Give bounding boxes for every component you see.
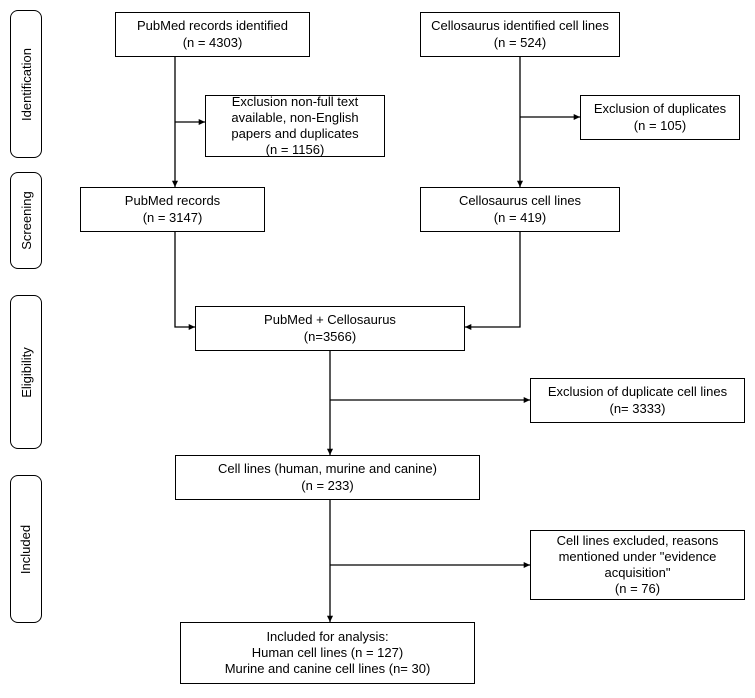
flow-node-line: Human cell lines (n = 127) (252, 645, 403, 661)
stage-label-screening: Screening (10, 172, 42, 269)
flow-node-included-final: Included for analysis:Human cell lines (… (180, 622, 475, 684)
flow-node-cell-lines-hmc: Cell lines (human, murine and canine)(n … (175, 455, 480, 500)
flow-node-line: (n = 4303) (183, 35, 243, 51)
flow-node-line: Cell lines (human, murine and canine) (218, 461, 437, 477)
flow-node-line: Exclusion of duplicates (594, 101, 726, 117)
flow-node-line: (n = 233) (301, 478, 353, 494)
flow-node-pubmed-records: PubMed records(n = 3147) (80, 187, 265, 232)
stage-label-eligibility: Eligibility (10, 295, 42, 449)
flow-node-line: (n= 3333) (609, 401, 665, 417)
flow-node-line: Exclusion of duplicate cell lines (548, 384, 727, 400)
flow-node-line: PubMed records (125, 193, 220, 209)
flow-node-line: (n=3566) (304, 329, 356, 345)
flow-node-pubmed-exclusion: Exclusion non-full textavailable, non-En… (205, 95, 385, 157)
stage-label-text: Included (19, 524, 34, 573)
flow-node-line: mentioned under "evidence (559, 549, 717, 565)
flow-node-line: available, non-English (231, 110, 358, 126)
flow-node-line: (n = 3147) (143, 210, 203, 226)
flow-node-line: acquisition" (604, 565, 670, 581)
stage-label-text: Screening (19, 191, 34, 250)
stage-label-identification: Identification (10, 10, 42, 158)
flow-node-cellosaurus-exclusion: Exclusion of duplicates(n = 105) (580, 95, 740, 140)
flow-node-cellosaurus-identified: Cellosaurus identified cell lines(n = 52… (420, 12, 620, 57)
flow-node-dup-cell-exclusion: Exclusion of duplicate cell lines(n= 333… (530, 378, 745, 423)
flow-node-cellosaurus-lines: Cellosaurus cell lines(n = 419) (420, 187, 620, 232)
flow-node-line: (n = 419) (494, 210, 546, 226)
flow-node-line: Cellosaurus identified cell lines (431, 18, 609, 34)
flow-node-combined: PubMed + Cellosaurus(n=3566) (195, 306, 465, 351)
flow-node-line: papers and duplicates (231, 126, 358, 142)
flowchart-container: Identification Screening Eligibility Includ… (0, 0, 755, 698)
stage-label-text: Eligibility (19, 347, 34, 398)
flow-node-line: PubMed + Cellosaurus (264, 312, 396, 328)
flow-node-line: (n = 1156) (266, 142, 325, 158)
flow-node-line: Cell lines excluded, reasons (557, 533, 719, 549)
flow-node-line: Included for analysis: (266, 629, 388, 645)
flow-node-cell-lines-excluded: Cell lines excluded, reasonsmentioned un… (530, 530, 745, 600)
stage-label-text: Identification (19, 48, 34, 121)
flow-node-line: (n = 105) (634, 118, 686, 134)
flow-node-line: Cellosaurus cell lines (459, 193, 581, 209)
stage-label-included: Included (10, 475, 42, 623)
flow-node-line: Exclusion non-full text (232, 94, 358, 110)
flow-node-line: Murine and canine cell lines (n= 30) (225, 661, 431, 677)
flow-node-line: (n = 524) (494, 35, 546, 51)
flow-node-line: (n = 76) (615, 581, 660, 597)
flow-node-pubmed-identified: PubMed records identified(n = 4303) (115, 12, 310, 57)
flow-node-line: PubMed records identified (137, 18, 288, 34)
